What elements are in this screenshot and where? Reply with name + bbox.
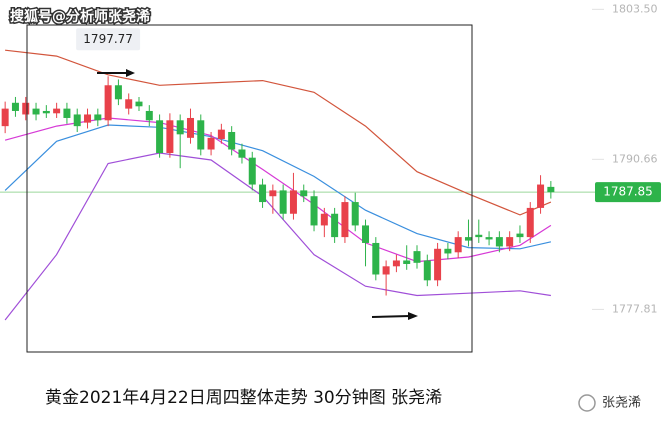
- candle-body: [506, 237, 514, 247]
- candle-body: [475, 234, 483, 238]
- candle-body: [156, 120, 164, 154]
- candle-body: [423, 260, 431, 281]
- candle-body: [495, 237, 503, 247]
- candle-body: [32, 108, 40, 115]
- candle-body: [279, 190, 287, 214]
- candle-body: [114, 85, 122, 100]
- candle-body: [464, 237, 472, 241]
- chart-title: 黄金2021年4月22日周四整体走势 30分钟图 张尧浠: [45, 388, 442, 408]
- candle-body: [434, 248, 442, 281]
- candle-body: [372, 242, 380, 275]
- y-tick-label: 1790.66: [612, 152, 658, 165]
- candle-body: [259, 184, 267, 203]
- candle-body: [22, 102, 30, 115]
- candle-body: [176, 120, 184, 135]
- candle-body: [413, 251, 421, 263]
- candle-body: [84, 114, 92, 123]
- author: 张尧浠: [602, 396, 641, 411]
- indicator-line: [4, 152, 551, 321]
- candle-body: [537, 184, 545, 208]
- author-icon: [578, 394, 596, 412]
- candle-body: [341, 202, 349, 238]
- indicator-line: [4, 124, 552, 250]
- annotation-box: [76, 28, 141, 51]
- candle-body: [310, 196, 318, 226]
- candle-body: [73, 114, 81, 127]
- price-tag-label: 1787.85: [603, 185, 653, 199]
- candle-body: [289, 190, 297, 214]
- candle-body: [197, 120, 205, 150]
- candle-body: [135, 101, 143, 107]
- y-tick-label: 1803.50: [612, 2, 658, 15]
- candle-body: [300, 190, 308, 197]
- candle-body: [11, 102, 19, 111]
- candle-body: [217, 129, 225, 139]
- candle-body: [526, 207, 534, 238]
- candle-body: [320, 213, 328, 226]
- candle-body: [125, 99, 133, 109]
- candle-body: [444, 248, 452, 254]
- candle-body: [362, 225, 370, 243]
- candle-body: [228, 131, 236, 150]
- candle-body: [42, 110, 50, 114]
- indicator-line: [5, 49, 552, 216]
- candle-body: [331, 213, 339, 238]
- candle-body: [1, 108, 9, 127]
- arrow: [97, 69, 135, 77]
- candle-body: [403, 260, 411, 264]
- candle-body: [351, 202, 359, 226]
- candle-body: [104, 85, 112, 121]
- y-tick-label: 1777.81: [612, 302, 658, 315]
- candle-body: [485, 237, 493, 240]
- candle-body: [63, 108, 71, 118]
- candle-body: [269, 190, 277, 197]
- candle-body: [238, 149, 246, 158]
- candle-body: [392, 260, 400, 267]
- highlight-box: [26, 24, 473, 353]
- annotation: 1797.77: [83, 32, 133, 46]
- candle-body: [547, 186, 555, 193]
- candle-body: [53, 108, 61, 114]
- arrow: [371, 312, 418, 320]
- candle-body: [248, 157, 256, 185]
- candle-body: [94, 114, 102, 121]
- watermark: 搜狐号@分析师张尧浠: [10, 8, 150, 25]
- plot: 1803.50 1790.66 1777.81 1797.77 1787.85: [0, 2, 661, 321]
- candle-body: [186, 117, 194, 138]
- candle-body: [454, 237, 462, 253]
- candle-body: [207, 137, 215, 150]
- price-tag: [595, 182, 661, 203]
- candle-body: [166, 120, 174, 154]
- candle-body: [382, 266, 390, 275]
- candle-body: [516, 233, 524, 238]
- candle-body: [145, 110, 153, 121]
